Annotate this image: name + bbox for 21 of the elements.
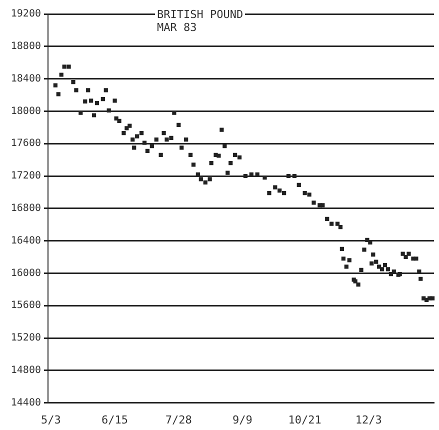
x-tick-label: 5/3 (41, 413, 61, 426)
x-tick-label: 7/28 (165, 413, 192, 426)
x-tick-label: 6/15 (102, 413, 128, 426)
y-tick-label: 16400 (10, 235, 41, 246)
y-tick-label: 19200 (10, 8, 41, 20)
y-tick-label: 15600 (10, 300, 41, 312)
x-tick-label: 9/9 (232, 413, 252, 426)
y-tick-label: 14800 (10, 364, 41, 376)
y-tick-label: 17600 (10, 138, 41, 150)
y-tick-label: 18800 (10, 40, 41, 52)
y-tick-label: 17200 (10, 170, 41, 182)
x-tick-label: 10/21 (288, 413, 322, 426)
y-tick-label: 18000 (10, 106, 41, 117)
x-tick-label: 12/3 (355, 413, 382, 426)
y-tick-label: 14400 (10, 397, 41, 408)
y-tick-label: 15200 (10, 332, 41, 344)
y-tick-label: 16800 (10, 202, 41, 214)
y-tick-label: 16000 (10, 268, 41, 279)
chart-title: BRITISH POUND (157, 8, 244, 21)
text: MAR 83 (157, 21, 198, 34)
y-tick-label: 18400 (10, 73, 41, 84)
